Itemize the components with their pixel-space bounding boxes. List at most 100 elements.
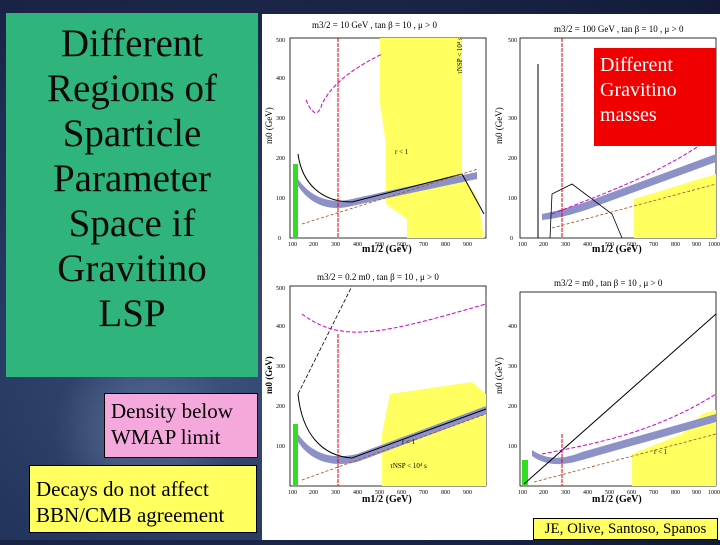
x-ticks: 100 200 300 400 500 600 700 800 900 1000: [518, 490, 720, 496]
region-label: r < 1: [654, 448, 668, 456]
tick-label: 200: [276, 404, 285, 410]
density-note: Density below WMAP limit: [104, 393, 258, 458]
tick-label: 300: [276, 364, 285, 370]
density-line: WMAP limit: [111, 425, 221, 449]
tick-label: 300: [276, 116, 285, 122]
title-line: Different: [60, 22, 204, 65]
tick-label: 400: [353, 490, 362, 496]
yellow-region: [632, 410, 716, 486]
boundary-line: [297, 153, 485, 215]
tick-label: 800: [671, 490, 680, 496]
title-line: Regions of: [46, 67, 218, 110]
title-line: Gravitino: [57, 247, 207, 290]
plot-bottom-left: m3/2 = 0.2 m0 , tan β = 10 , μ > 0 r < 1…: [264, 272, 487, 505]
tick-label: 800: [671, 242, 680, 248]
tick-label: 200: [539, 490, 548, 496]
tick-label: 200: [508, 404, 517, 410]
plot-header: m3/2 = m0 , tan β = 10 , μ > 0: [554, 278, 663, 288]
tick-label: 400: [583, 242, 592, 248]
tick-label: 500: [375, 242, 384, 248]
density-line: Density below: [111, 399, 233, 423]
gravitino-line: Different: [600, 54, 673, 76]
brown-contour: [533, 433, 717, 483]
plot-header: m3/2 = 0.2 m0 , tan β = 10 , μ > 0: [317, 272, 439, 282]
x-ticks: 100 200 300 400 500 600 700 800 900: [288, 490, 472, 496]
tick-label: 400: [583, 490, 592, 496]
tick-label: 900: [692, 242, 701, 248]
allowed-band: [298, 406, 486, 464]
y-ticks: 0 100 200 300 500: [508, 38, 517, 242]
green-region: [293, 424, 298, 486]
tick-label: 100: [518, 490, 527, 496]
magenta-contour: [551, 133, 717, 215]
decays-note: Decays do not affect BBN/CMB agreement: [29, 465, 257, 533]
decays-line: BBN/CMB agreement: [36, 503, 225, 527]
tick-label: 500: [276, 286, 285, 292]
tick-label: 0: [278, 236, 281, 242]
plot-header: m3/2 = 100 GeV , tan β = 10 , μ > 0: [554, 24, 684, 34]
tick-label: 300: [331, 242, 340, 248]
x-axis-label: m1/2 (GeV): [592, 244, 642, 255]
allowed-band: [532, 414, 716, 465]
tick-label: 700: [649, 242, 658, 248]
tick-label: 100: [276, 444, 285, 450]
tick-label: 500: [508, 38, 517, 44]
y-axis-label: m0 (GeV): [264, 107, 274, 144]
tick-label: 200: [276, 156, 285, 162]
plot-header: m3/2 = 10 GeV , tan β = 10 , μ > 0: [312, 20, 437, 30]
tick-label: 100: [288, 242, 297, 248]
magenta-contour: [305, 53, 383, 114]
green-region: [293, 164, 298, 238]
tick-label: 600: [397, 490, 406, 496]
green-region: [522, 460, 528, 486]
tick-label: 200: [508, 156, 517, 162]
tick-label: 0: [510, 236, 513, 242]
tick-label: 1000: [708, 242, 720, 248]
tick-label: 200: [309, 242, 318, 248]
tick-label: 200: [539, 242, 548, 248]
boundary-line: [549, 183, 623, 239]
tick-label: 500: [276, 38, 285, 44]
magenta-contour: [301, 303, 487, 333]
tick-label: 100: [288, 490, 297, 496]
tick-label: 1000: [708, 490, 720, 496]
tick-label: 100: [518, 242, 527, 248]
tick-label: 700: [419, 242, 428, 248]
tick-label: 300: [331, 490, 340, 496]
tick-label: 300: [561, 242, 570, 248]
gravitino-line: Gravitino: [600, 79, 677, 101]
region-label: τNSP < 10⁴ s: [390, 462, 427, 470]
tick-label: 500: [605, 242, 614, 248]
tick-label: 100: [276, 196, 285, 202]
y-axis-label: m0 (GeV): [264, 356, 274, 394]
tick-label: 900: [692, 490, 701, 496]
magenta-contour: [541, 393, 717, 455]
title-line: Sparticle: [62, 112, 202, 155]
tick-label: 900: [463, 490, 472, 496]
tick-label: 900: [463, 242, 472, 248]
x-axis-label: m1/2 (GeV): [362, 494, 412, 505]
decays-line: Decays do not affect: [36, 477, 209, 501]
y-axis-label: m0 (GeV): [494, 107, 504, 144]
region-label: r < 1: [395, 148, 409, 156]
brown-contour: [551, 183, 717, 229]
brown-contour: [301, 168, 479, 225]
tick-label: 800: [441, 242, 450, 248]
tick-label: 500: [605, 490, 614, 496]
tick-label: 600: [627, 490, 636, 496]
tick-label: 700: [419, 490, 428, 496]
tick-label: 600: [627, 242, 636, 248]
y-axis-label: m0 (GeV): [494, 357, 504, 394]
tick-label: 200: [309, 490, 318, 496]
gravitino-note: Different Gravitino masses: [594, 48, 716, 146]
tick-label: 400: [508, 324, 517, 330]
brown-contour: [301, 413, 487, 481]
title-line: LSP: [98, 292, 166, 335]
yellow-region: [382, 382, 486, 486]
x-axis-label: m1/2 (GeV): [362, 244, 412, 255]
tick-label: 800: [441, 490, 450, 496]
slide-title: Different Regions of Sparticle Parameter…: [6, 21, 258, 336]
y-ticks: 100 200 300 400: [508, 324, 517, 450]
tick-label: 300: [561, 490, 570, 496]
boundary-line: [297, 393, 487, 459]
